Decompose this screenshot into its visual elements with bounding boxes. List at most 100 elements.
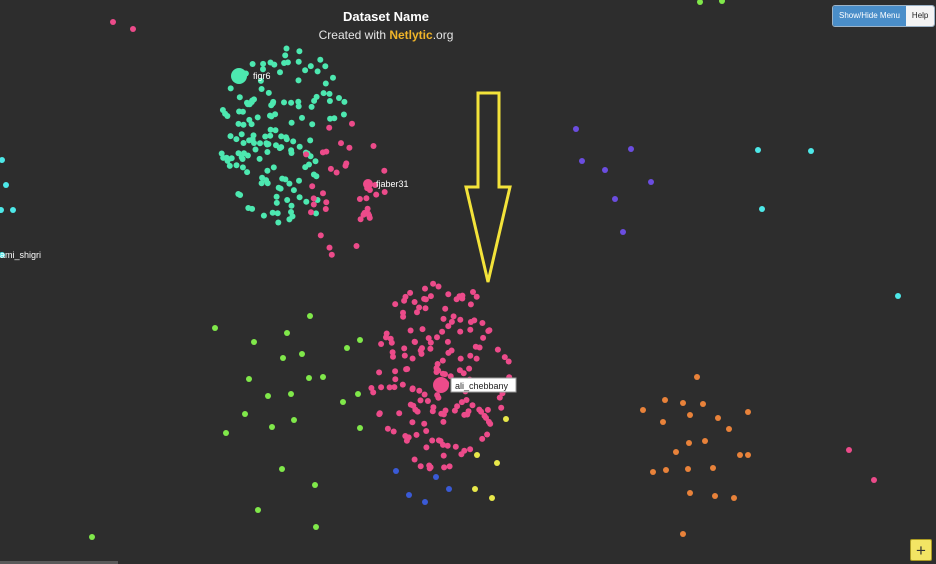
graph-node[interactable]	[427, 293, 434, 300]
help-button[interactable]: Help	[905, 6, 935, 26]
graph-node[interactable]	[434, 392, 441, 399]
graph-node[interactable]	[417, 397, 424, 404]
graph-node[interactable]	[267, 112, 273, 119]
graph-node[interactable]	[245, 205, 252, 211]
graph-node[interactable]	[602, 167, 608, 173]
graph-node[interactable]	[110, 19, 116, 25]
graph-node[interactable]	[427, 339, 434, 346]
graph-node[interactable]	[472, 343, 479, 350]
graph-node[interactable]	[346, 144, 353, 151]
graph-node[interactable]	[270, 98, 277, 105]
graph-node[interactable]	[302, 67, 309, 74]
graph-node[interactable]	[130, 26, 136, 32]
graph-node[interactable]	[254, 114, 261, 121]
graph-node[interactable]	[383, 334, 389, 341]
graph-node[interactable]	[417, 347, 424, 354]
graph-node[interactable]	[223, 430, 229, 436]
graph-node[interactable]	[895, 293, 901, 299]
graph-node[interactable]	[391, 384, 398, 391]
graph-node[interactable]	[319, 149, 326, 156]
graph-node[interactable]	[320, 90, 327, 97]
graph-node[interactable]	[286, 180, 293, 187]
graph-node[interactable]	[270, 164, 277, 171]
graph-node[interactable]	[421, 420, 428, 427]
graph-node[interactable]	[317, 232, 324, 239]
graph-node[interactable]	[275, 184, 282, 191]
graph-node[interactable]	[498, 404, 505, 411]
graph-node[interactable]	[687, 412, 693, 418]
graph-node[interactable]	[467, 326, 474, 333]
graph-node[interactable]	[264, 167, 271, 174]
graph-node[interactable]	[381, 189, 388, 195]
graph-node[interactable]	[288, 119, 295, 126]
graph-node[interactable]	[612, 196, 618, 202]
graph-node[interactable]	[473, 293, 480, 300]
graph-node[interactable]	[267, 126, 274, 133]
graph-node[interactable]	[434, 334, 440, 341]
graph-node[interactable]	[456, 367, 463, 374]
graph-node[interactable]	[444, 338, 451, 345]
graph-node[interactable]	[356, 196, 363, 202]
graph-node[interactable]	[411, 299, 418, 305]
graph-node[interactable]	[257, 77, 264, 84]
graph-node[interactable]	[235, 150, 242, 157]
graph-node[interactable]	[469, 402, 476, 409]
graph-node[interactable]	[465, 408, 472, 415]
add-button[interactable]: +	[910, 539, 932, 561]
graph-node[interactable]	[299, 114, 305, 121]
graph-node[interactable]	[343, 160, 350, 167]
graph-node[interactable]	[871, 477, 877, 483]
graph-node[interactable]	[745, 452, 751, 458]
graph-node[interactable]	[494, 346, 501, 353]
graph-node[interactable]	[400, 309, 406, 316]
graph-node[interactable]	[258, 180, 265, 187]
graph-node[interactable]	[726, 426, 732, 432]
graph-node[interactable]	[579, 158, 585, 164]
graph-node[interactable]	[308, 103, 315, 110]
graph-node[interactable]	[440, 418, 447, 425]
graph-node[interactable]	[236, 108, 243, 115]
graph-node[interactable]	[284, 197, 291, 203]
graph-node[interactable]	[416, 387, 423, 394]
graph-node[interactable]	[731, 495, 737, 501]
node-fjaber[interactable]	[363, 179, 373, 189]
graph-node[interactable]	[474, 452, 480, 458]
graph-node[interactable]	[295, 58, 302, 65]
graph-node[interactable]	[249, 61, 256, 67]
graph-node[interactable]	[467, 319, 474, 325]
graph-node[interactable]	[399, 381, 406, 388]
graph-node[interactable]	[396, 410, 403, 417]
graph-node[interactable]	[409, 419, 416, 426]
graph-node[interactable]	[320, 190, 326, 197]
graph-node[interactable]	[401, 345, 408, 352]
graph-node[interactable]	[282, 52, 289, 59]
graph-node[interactable]	[755, 147, 761, 153]
graph-node[interactable]	[240, 140, 247, 146]
graph-node[interactable]	[3, 182, 9, 188]
graph-node[interactable]	[269, 424, 275, 430]
graph-node[interactable]	[433, 369, 440, 375]
graph-node[interactable]	[435, 283, 442, 290]
graph-node[interactable]	[422, 285, 428, 292]
graph-node[interactable]	[327, 165, 334, 172]
graph-node[interactable]	[412, 406, 419, 413]
graph-node[interactable]	[402, 433, 409, 439]
graph-node[interactable]	[368, 385, 375, 391]
graph-node[interactable]	[248, 121, 255, 128]
graph-node[interactable]	[227, 133, 234, 140]
graph-node[interactable]	[233, 162, 240, 169]
graph-node[interactable]	[295, 103, 302, 110]
graph-node[interactable]	[303, 198, 310, 205]
graph-node[interactable]	[240, 121, 247, 128]
graph-node[interactable]	[745, 409, 751, 415]
graph-node[interactable]	[422, 499, 428, 505]
graph-node[interactable]	[392, 376, 399, 383]
graph-node[interactable]	[326, 90, 333, 97]
graph-node[interactable]	[444, 442, 451, 449]
graph-node[interactable]	[662, 397, 668, 403]
graph-node[interactable]	[446, 486, 452, 492]
graph-node[interactable]	[295, 77, 302, 84]
graph-node[interactable]	[0, 207, 4, 213]
graph-node[interactable]	[355, 391, 361, 397]
graph-node[interactable]	[312, 158, 319, 165]
